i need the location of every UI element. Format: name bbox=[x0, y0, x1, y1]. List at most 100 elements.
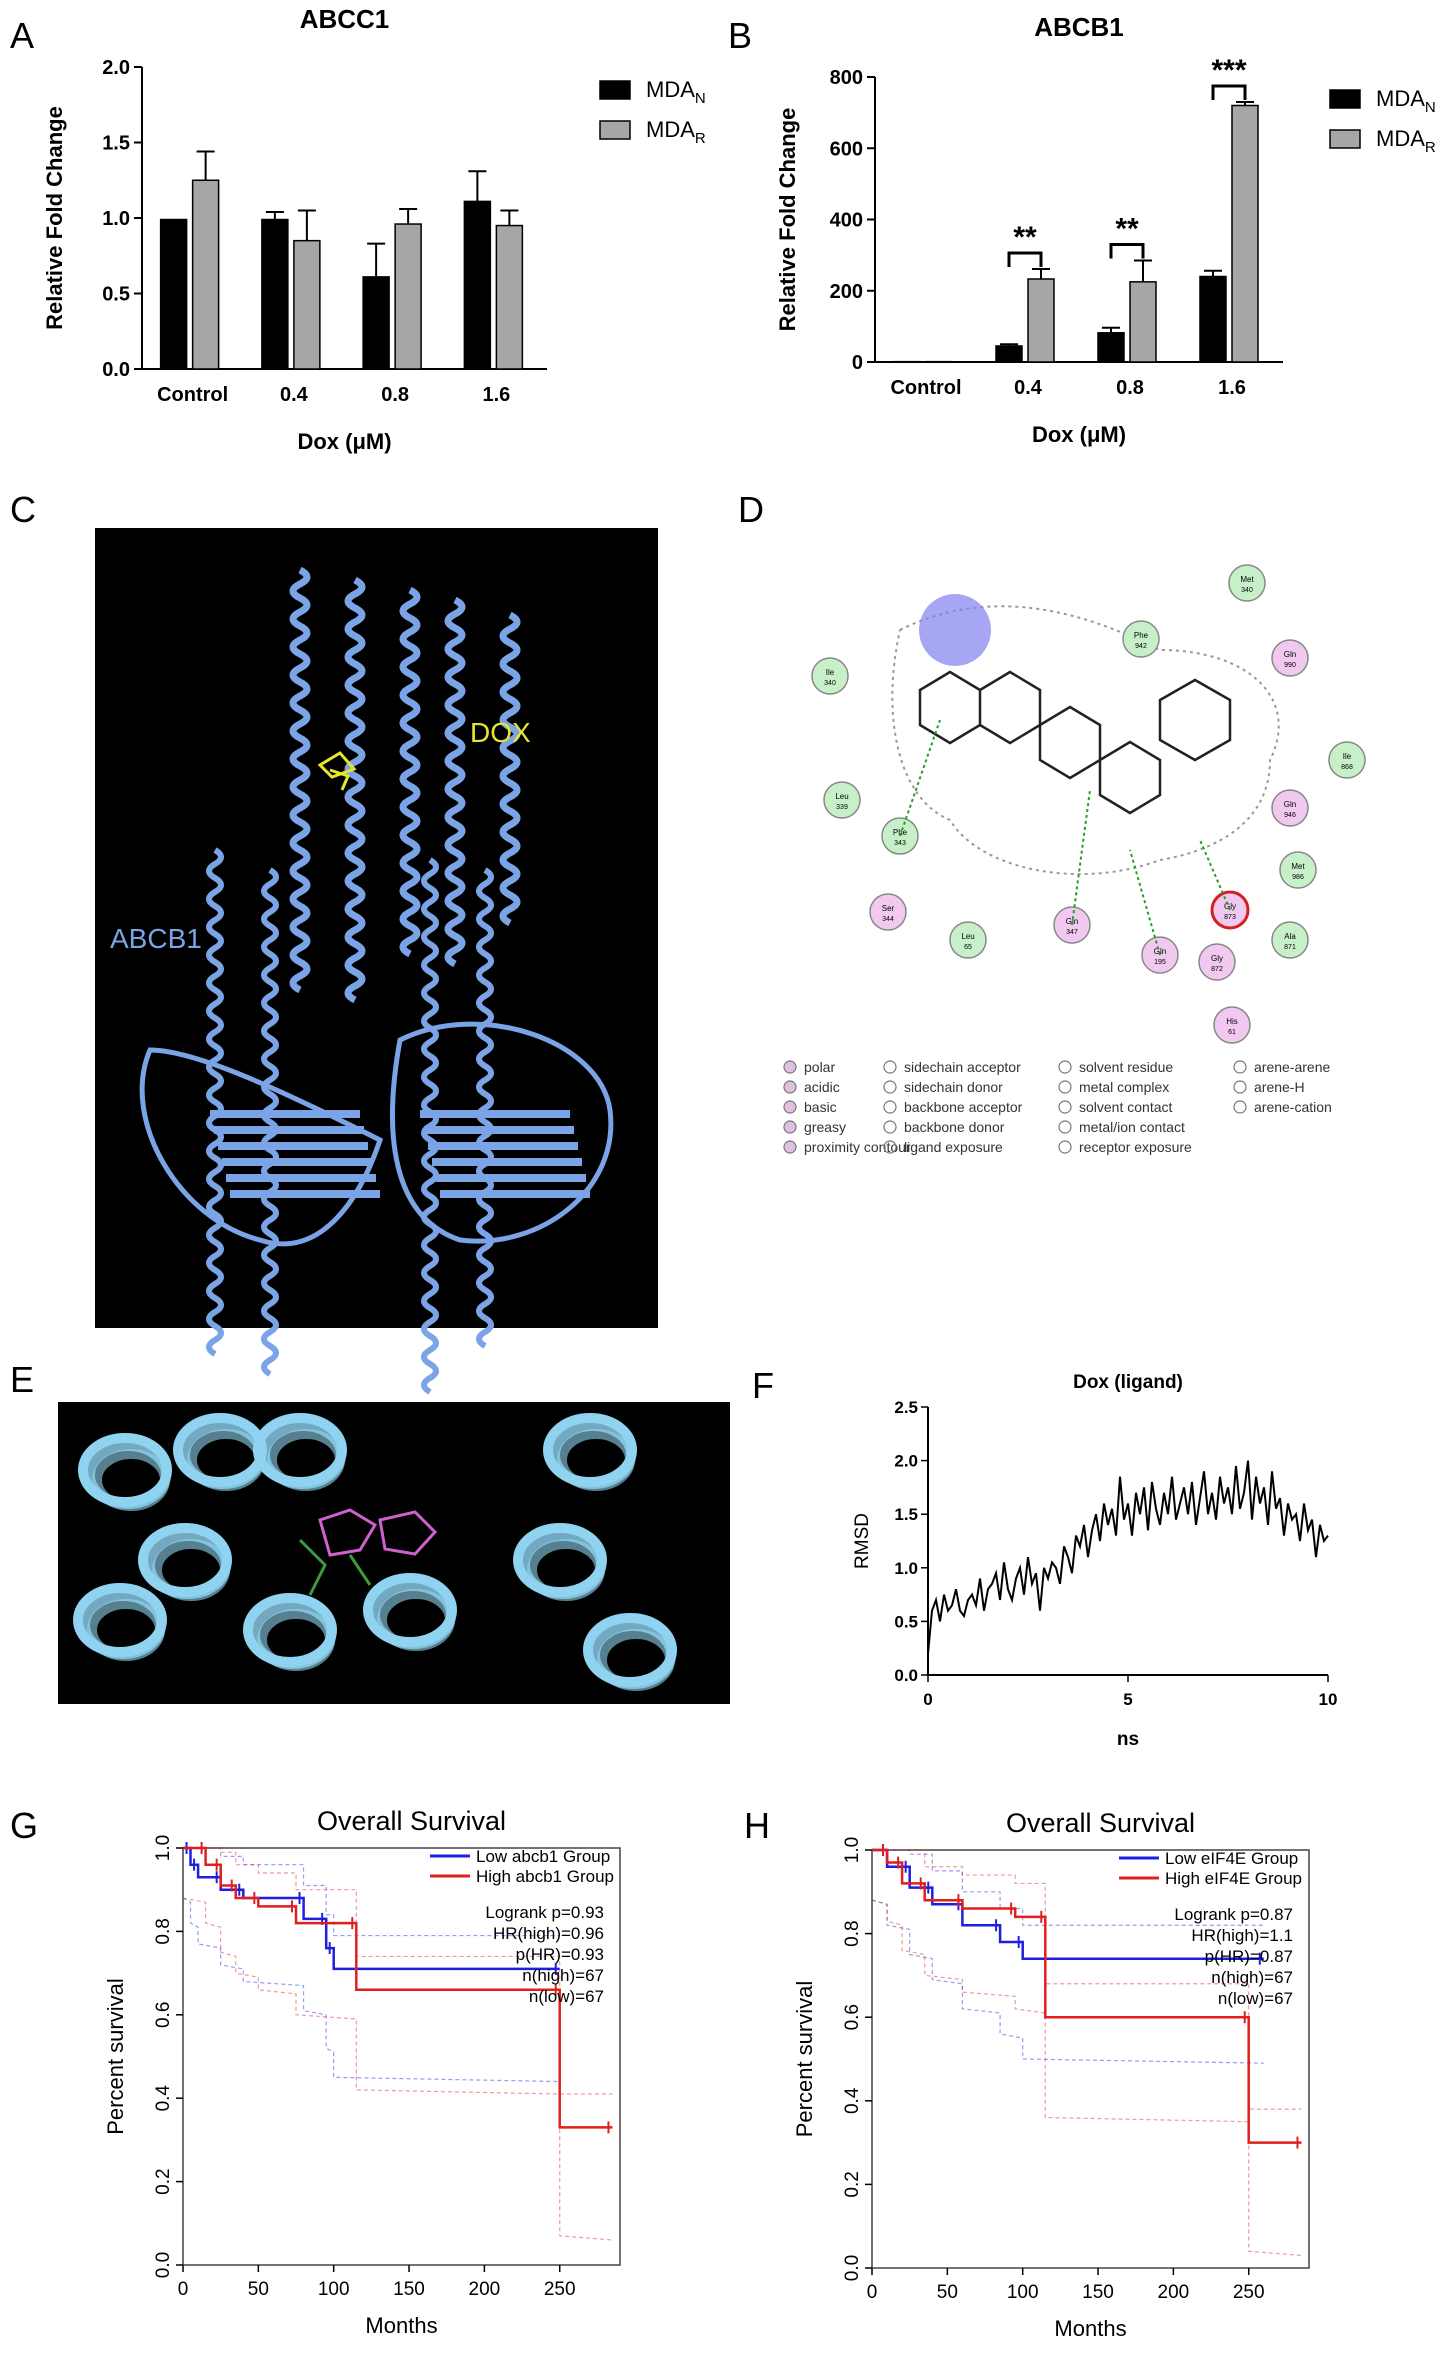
helix-coil bbox=[87, 1599, 165, 1661]
residue-name: Ser bbox=[882, 904, 895, 913]
chart-a-abcc1: ABCC1 0.0 0.5 1.0 1.5 2.0 Control 0.4 0.8 1.6 Dox … bbox=[42, 4, 706, 454]
legend-marker bbox=[883, 1060, 897, 1074]
chart-b-abcb1: ABCB1 0 200 400 600 800 Control 0.4 ** 0.8 ** 1.6 **… bbox=[775, 12, 1436, 447]
significance-bracket bbox=[1211, 84, 1247, 100]
x-tick-label: 250 bbox=[544, 2279, 576, 2300]
confidence-band-lower bbox=[182, 1897, 613, 2241]
legend-swatch bbox=[1329, 89, 1361, 109]
x-tick-label: 50 bbox=[248, 2279, 269, 2300]
x-tick-label: 200 bbox=[1158, 2282, 1190, 2303]
x-tick-label: 0 bbox=[178, 2279, 189, 2300]
beta-strand bbox=[214, 1126, 364, 1134]
residue-number: 340 bbox=[824, 680, 836, 687]
x-tick-label: Control bbox=[890, 377, 961, 399]
residue-gln-990 bbox=[1271, 639, 1309, 677]
legend-marker bbox=[783, 1100, 797, 1114]
legend-label: Low abcb1 Group bbox=[476, 1847, 610, 1866]
residue-number: 868 bbox=[1341, 764, 1353, 771]
bar-r bbox=[1231, 104, 1259, 363]
legend-marker bbox=[883, 1100, 897, 1114]
y-tick-label: 1.0 bbox=[102, 208, 130, 230]
rmsd-series-line bbox=[927, 1460, 1329, 1654]
nbd-domain-left bbox=[139, 1047, 384, 1247]
legend-label: solvent residue bbox=[1079, 1059, 1173, 1075]
legend-label: MDAN bbox=[646, 77, 706, 107]
stat-annotation: n(high)=67 bbox=[1211, 1968, 1293, 1987]
y-tick-label: 0.0 bbox=[153, 2252, 174, 2278]
bar-r bbox=[1129, 281, 1157, 363]
beta-strand bbox=[230, 1190, 380, 1198]
residue-ile-340 bbox=[811, 657, 849, 695]
dox-ligand-pose bbox=[318, 1508, 438, 1557]
helix-ribbon bbox=[399, 586, 421, 958]
residue-met-986 bbox=[1279, 851, 1317, 889]
residue-number: 340 bbox=[1241, 587, 1253, 594]
y-tick-label: 0.8 bbox=[842, 1920, 863, 1946]
helix-coil bbox=[267, 1429, 345, 1491]
chart-title: ABCB1 bbox=[1034, 12, 1124, 42]
y-tick-label: 0.2 bbox=[153, 2168, 174, 2194]
panel-letter-h: H bbox=[744, 1805, 770, 1846]
plot-frame bbox=[182, 1847, 621, 2266]
residue-number: 942 bbox=[1135, 643, 1147, 650]
panel-letter-e: E bbox=[10, 1359, 34, 1400]
x-tick-label: 10 bbox=[1319, 1690, 1338, 1709]
panel-letter-c: C bbox=[10, 489, 36, 530]
legend-label: arene-cation bbox=[1254, 1099, 1332, 1115]
beta-strand bbox=[210, 1110, 360, 1118]
bar-n bbox=[159, 218, 188, 370]
legend-label: basic bbox=[804, 1099, 837, 1115]
helix-coil bbox=[257, 1609, 335, 1671]
x-tick-label: 150 bbox=[393, 2279, 425, 2300]
dox-ligand bbox=[317, 751, 357, 791]
helix-bundle bbox=[73, 1413, 677, 1691]
confidence-band-upper bbox=[872, 1849, 1302, 2110]
legend-label: ligand exposure bbox=[904, 1139, 1003, 1155]
x-axis-label: Months bbox=[1054, 2316, 1126, 2341]
legend-label: backbone acceptor bbox=[904, 1099, 1023, 1115]
beta-strand bbox=[218, 1142, 368, 1150]
stat-annotation: n(high)=67 bbox=[522, 1966, 604, 1985]
residue-phe-942 bbox=[1122, 620, 1160, 658]
y-axis-label: Relative Fold Change bbox=[775, 108, 800, 332]
residue-number: 344 bbox=[882, 916, 894, 923]
legend-marker bbox=[1058, 1080, 1072, 1094]
legend-marker bbox=[783, 1140, 797, 1154]
h-bond-line bbox=[899, 719, 941, 837]
y-tick-label: 1.0 bbox=[842, 1837, 863, 1863]
x-tick-label: 0.8 bbox=[381, 384, 409, 406]
legend-swatch bbox=[599, 120, 631, 140]
stat-annotation: p(HR)=0.93 bbox=[516, 1945, 604, 1964]
legend-label: sidechain acceptor bbox=[904, 1059, 1021, 1075]
residue-ile-868 bbox=[1328, 741, 1366, 779]
residue-name: His bbox=[1226, 1017, 1238, 1026]
proximity-contour bbox=[891, 605, 1280, 876]
residue-number: 986 bbox=[1292, 874, 1304, 881]
ligand-sticks bbox=[298, 1538, 372, 1596]
x-tick-label: 100 bbox=[1007, 2282, 1039, 2303]
x-axis-label: ns bbox=[1117, 1729, 1139, 1750]
x-tick-label: 1.6 bbox=[1218, 377, 1246, 399]
helix-coil bbox=[557, 1429, 635, 1491]
legend-label: MDAR bbox=[1376, 126, 1436, 156]
residue-number: 990 bbox=[1284, 662, 1296, 669]
residue-ala-871 bbox=[1271, 921, 1309, 959]
survival-curve-high bbox=[872, 1848, 1302, 2144]
helix-coil bbox=[92, 1449, 170, 1511]
legend-label: High abcb1 Group bbox=[476, 1867, 614, 1886]
y-tick-label: 2.0 bbox=[102, 57, 130, 79]
legend-marker bbox=[1233, 1080, 1247, 1094]
chart-h-survival-eif4e: 0.0 0.2 0.4 0.6 0.8 1.0 0 50 100 150 200 250 Overall… bbox=[792, 1808, 1310, 2341]
legend-marker bbox=[1058, 1060, 1072, 1074]
legend-label: MDAN bbox=[1376, 86, 1436, 116]
y-axis-label: Relative Fold Change bbox=[42, 106, 67, 330]
legend-marker bbox=[883, 1120, 897, 1134]
bar-n bbox=[362, 276, 390, 370]
residue-name: Gly bbox=[1211, 954, 1223, 963]
residue-number: 946 bbox=[1284, 812, 1296, 819]
legend-label: solvent contact bbox=[1079, 1099, 1172, 1115]
chart-g-survival-abcb1: 0.0 0.2 0.4 0.6 0.8 1.0 0 50 100 150 200 250 Overall… bbox=[103, 1806, 621, 2338]
h-bond-line bbox=[1199, 839, 1231, 911]
residue-name: Gly bbox=[1224, 902, 1236, 911]
legend-label: Low eIF4E Group bbox=[1165, 1849, 1298, 1868]
